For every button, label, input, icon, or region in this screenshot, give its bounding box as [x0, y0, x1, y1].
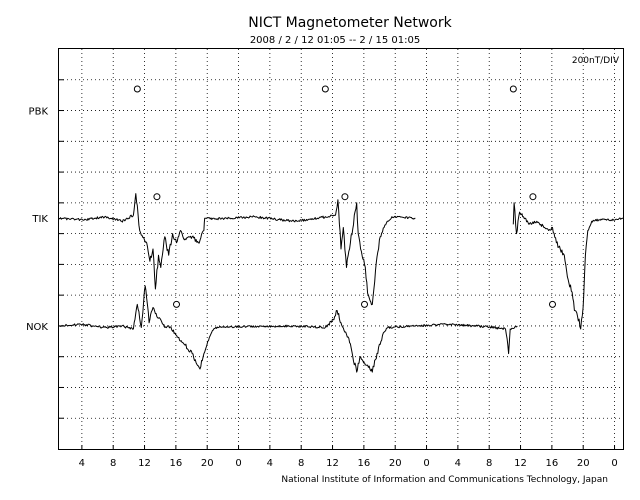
midnight-marker-tik-1 [341, 193, 349, 201]
station-label-tik: TIK [31, 214, 48, 225]
x-tick-label-4: 20 [201, 458, 214, 469]
midnight-marker-pbk-1 [321, 85, 329, 93]
x-tick-label-13: 8 [486, 458, 492, 469]
x-tick-labels: 4 8 12 16 20 0 4 8 12 16 20 0 4 8 12 16 20 0 [79, 458, 618, 469]
grid [59, 49, 623, 449]
x-tick-label-2: 12 [138, 458, 151, 469]
x-tick-label-17: 0 [611, 458, 617, 469]
x-tick-label-0: 4 [79, 458, 85, 469]
x-tick-label-7: 8 [298, 458, 304, 469]
midnight-marker-tik-0 [153, 193, 161, 201]
midnight-marker-tik-2 [529, 193, 537, 201]
x-tick-label-9: 16 [358, 458, 371, 469]
station-label-pbk: PBK [29, 107, 49, 118]
trace-tik-1 [512, 202, 624, 330]
midnight-marker-pbk-0 [133, 85, 141, 93]
credit-text: National Institute of Information and Co… [281, 475, 608, 485]
station-label-nok: NOK [26, 322, 48, 333]
chart-subtitle: 2008 / 2 / 12 01:05 -- 2 / 15 01:05 [250, 35, 420, 46]
trace-nok-0 [58, 285, 518, 373]
x-tick-label-3: 16 [170, 458, 183, 469]
trace-group [58, 193, 624, 373]
scale-label: 200nT/DIV [572, 56, 620, 66]
station-labels: PBK TIK NOK [26, 107, 48, 333]
x-tick-label-8: 12 [326, 458, 339, 469]
x-tick-label-6: 4 [267, 458, 273, 469]
x-tick-label-15: 16 [546, 458, 559, 469]
x-tick-label-1: 8 [110, 458, 116, 469]
midnight-marker-nok-1 [361, 300, 368, 308]
midnight-marker-nok-2 [549, 300, 556, 308]
midnight-marker-pbk-2 [509, 85, 517, 93]
x-tick-label-5: 0 [235, 458, 241, 469]
plot-frame [58, 48, 624, 450]
chart-title: NICT Magnetometer Network [248, 15, 452, 31]
x-tick-label-16: 20 [577, 458, 590, 469]
marker-group [133, 85, 556, 308]
x-tick-label-11: 0 [423, 458, 429, 469]
x-tick-label-12: 4 [455, 458, 461, 469]
x-tick-label-14: 12 [514, 458, 527, 469]
trace-tik-0 [58, 193, 416, 306]
x-tick-label-10: 20 [389, 458, 402, 469]
midnight-marker-nok-0 [173, 300, 180, 308]
